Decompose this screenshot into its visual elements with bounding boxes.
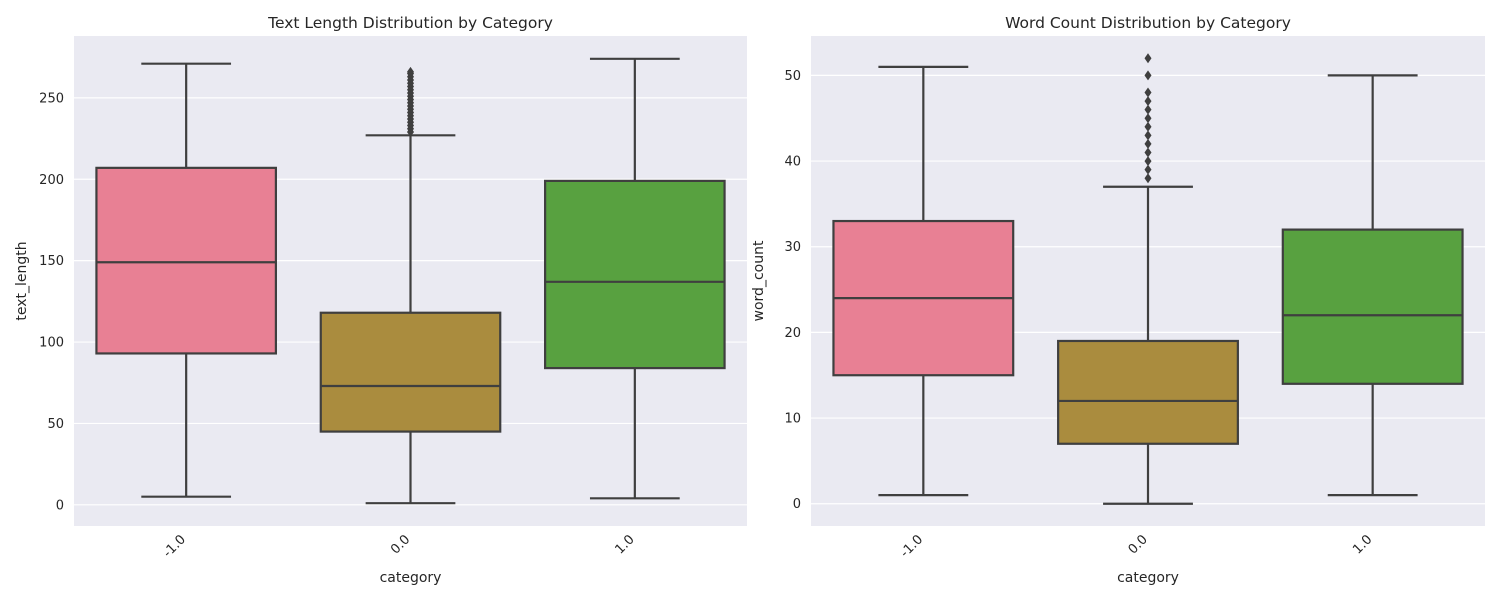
outlier-point bbox=[1144, 113, 1152, 124]
box-group bbox=[319, 66, 502, 505]
outlier-point bbox=[1144, 147, 1152, 158]
outlier-point bbox=[1144, 104, 1152, 115]
y-tick-label: 0 bbox=[793, 497, 801, 512]
x-axis-label: category bbox=[1117, 570, 1179, 586]
box-group bbox=[95, 62, 277, 498]
box-group bbox=[1057, 53, 1239, 505]
x-tick-label: -1.0 bbox=[160, 532, 189, 561]
box-group bbox=[832, 65, 1015, 497]
outlier-point bbox=[1144, 164, 1152, 175]
x-tick-label: -1.0 bbox=[898, 532, 927, 561]
x-tick-label: 0.0 bbox=[388, 532, 413, 557]
outlier-point bbox=[1144, 96, 1152, 107]
outlier-point bbox=[1144, 87, 1152, 98]
y-tick-label: 20 bbox=[784, 326, 801, 341]
chart-title: Word Count Distribution by Category bbox=[1005, 14, 1291, 32]
outlier-point bbox=[1144, 53, 1152, 64]
y-tick-label: 250 bbox=[39, 91, 64, 106]
outlier-point bbox=[1144, 130, 1152, 141]
outlier-point bbox=[1144, 156, 1152, 167]
iqr-box bbox=[95, 166, 277, 355]
text-length-chart: 0 50 100 150 200 250 -1.0 0.0 1.0 Text Length D… bbox=[14, 14, 747, 586]
box-group bbox=[1281, 74, 1464, 497]
iqr-box bbox=[1281, 228, 1464, 385]
y-tick-label: 30 bbox=[784, 240, 801, 255]
chart-title: Text Length Distribution by Category bbox=[267, 14, 553, 32]
y-tick-label: 10 bbox=[784, 412, 801, 427]
outlier-point bbox=[1144, 70, 1152, 81]
outlier-point bbox=[1144, 121, 1152, 132]
y-tick-label: 200 bbox=[39, 173, 64, 188]
y-tick-label: 0 bbox=[56, 498, 64, 513]
box-group bbox=[543, 57, 726, 500]
y-tick-label: 40 bbox=[784, 155, 801, 170]
x-tick-label: 0.0 bbox=[1126, 532, 1151, 557]
word-count-chart: 0 10 20 30 40 50 -1.0 0.0 1.0 Word Count Distri… bbox=[751, 14, 1485, 586]
y-axis-label: word_count bbox=[751, 240, 767, 321]
y-tick-label: 50 bbox=[784, 69, 801, 84]
iqr-box bbox=[319, 311, 502, 433]
outlier-point bbox=[407, 66, 414, 77]
y-axis-label: text_length bbox=[14, 241, 30, 320]
y-tick-label: 100 bbox=[39, 336, 64, 351]
x-axis-label: category bbox=[380, 570, 442, 586]
y-tick-label: 50 bbox=[47, 417, 64, 432]
iqr-box bbox=[1057, 339, 1239, 445]
outlier-point bbox=[1144, 173, 1152, 184]
iqr-box bbox=[543, 179, 726, 370]
x-tick-label: 1.0 bbox=[1350, 532, 1375, 557]
x-tick-label: 1.0 bbox=[612, 532, 637, 557]
y-tick-label: 150 bbox=[39, 254, 64, 269]
outlier-point bbox=[1144, 138, 1152, 149]
